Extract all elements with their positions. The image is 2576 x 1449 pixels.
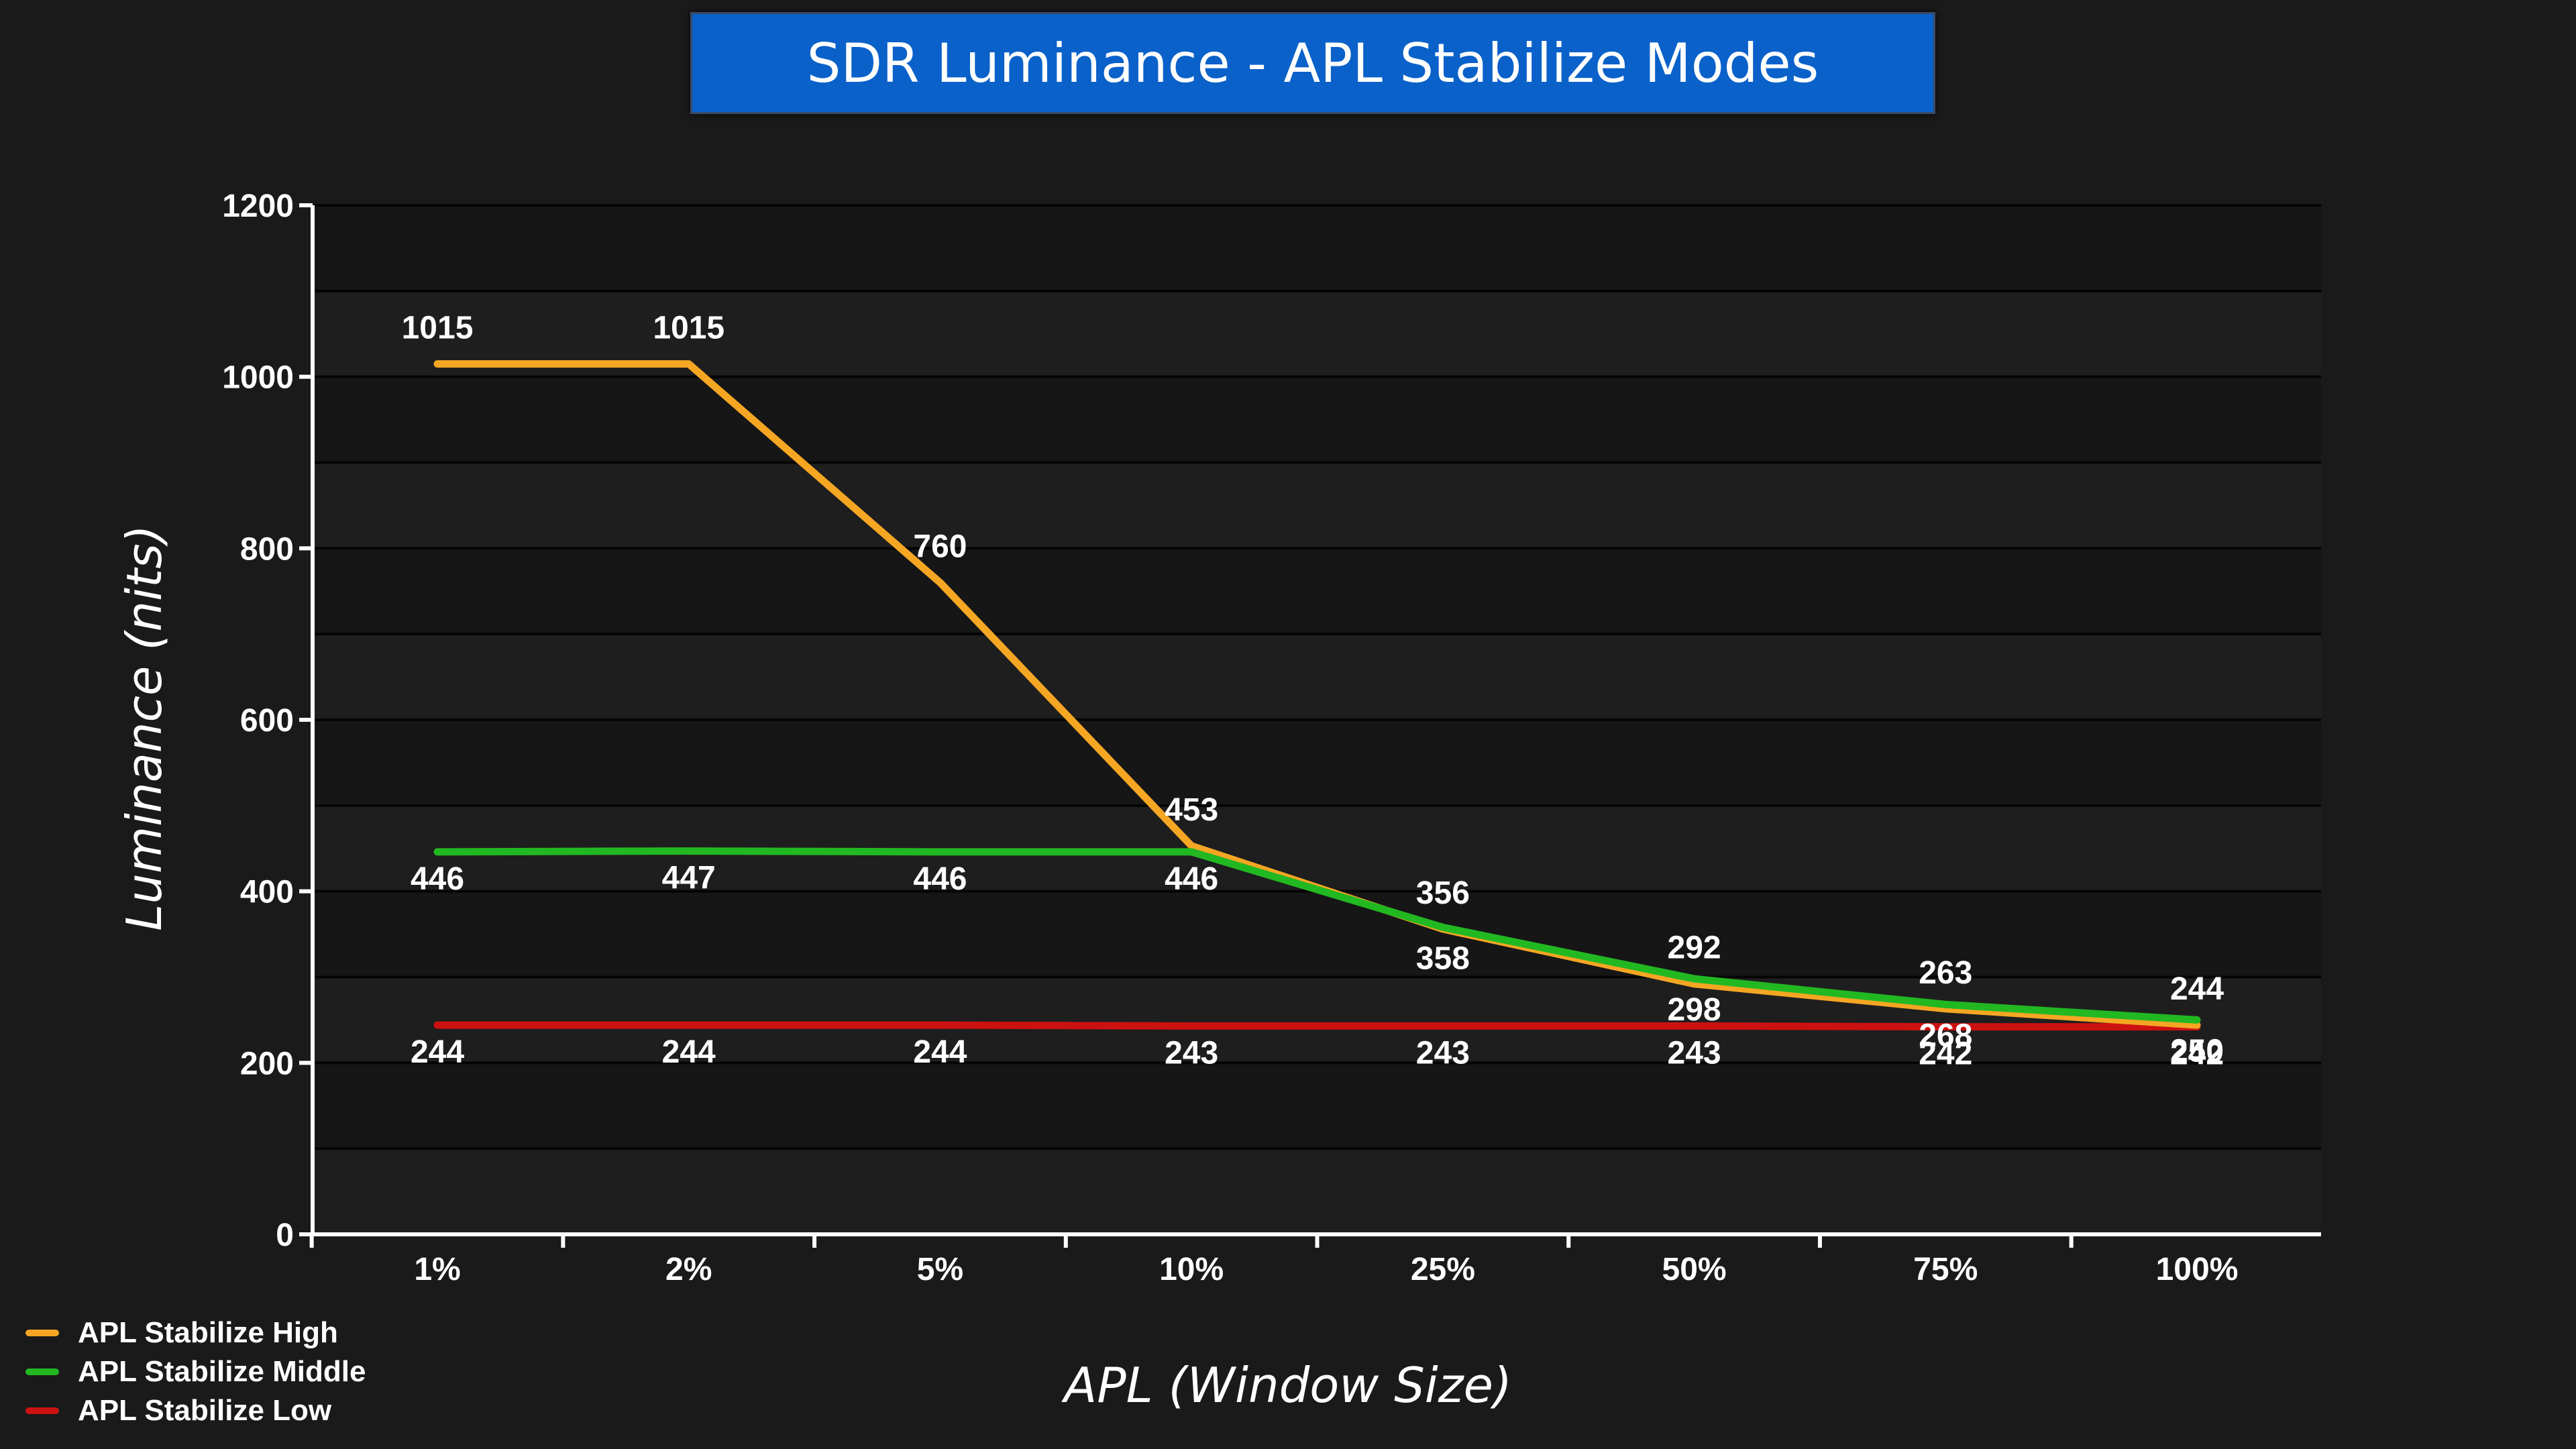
x-tick-label: 75%	[1913, 1252, 1978, 1287]
data-label: 298	[1668, 992, 1721, 1028]
data-label: 242	[1919, 1036, 1972, 1072]
data-label: 244	[411, 1034, 464, 1070]
data-label: 244	[2170, 971, 2224, 1007]
data-label: 244	[662, 1034, 716, 1070]
axes	[299, 203, 2321, 1248]
plot-band	[313, 1148, 2321, 1234]
legend-item-high: APL Stabilize High	[25, 1313, 366, 1352]
y-tick-label: 200	[240, 1046, 294, 1081]
chart-title: SDR Luminance - APL Stabilize Modes	[806, 32, 1819, 95]
data-label: 760	[913, 529, 967, 564]
data-label: 242	[2170, 1036, 2224, 1072]
legend-label-high: APL Stabilize High	[78, 1316, 338, 1349]
x-tick-labels: 1% 2% 5% 10% 25% 50% 75% 100%	[414, 1252, 2238, 1287]
data-label: 447	[662, 861, 716, 896]
legend-swatch-high	[25, 1330, 59, 1336]
plot-band	[313, 1063, 2321, 1149]
x-tick-label: 10%	[1159, 1252, 1224, 1287]
chart-title-box: SDR Luminance - APL Stabilize Modes	[690, 12, 1935, 114]
y-tick-label: 1000	[222, 360, 294, 396]
x-tick-label: 1%	[414, 1252, 460, 1287]
data-label: 1015	[653, 310, 724, 345]
data-label: 263	[1919, 955, 1972, 991]
x-tick-label: 50%	[1662, 1252, 1727, 1287]
data-label: 250	[2170, 1033, 2224, 1069]
x-tick-label: 25%	[1411, 1252, 1475, 1287]
data-label: 446	[411, 861, 464, 897]
legend-swatch-low	[25, 1407, 59, 1414]
plot-band	[313, 720, 2321, 806]
data-label: 244	[913, 1034, 967, 1070]
data-label: 453	[1165, 792, 1218, 828]
y-tick-label: 800	[240, 531, 294, 567]
plot-band	[313, 548, 2321, 635]
data-label: 292	[1668, 930, 1721, 966]
series-lines	[433, 360, 2201, 1031]
data-label: 446	[1165, 861, 1218, 897]
data-label: 358	[1416, 941, 1470, 976]
data-labels: 1015 1015 760 453 356 292 263 244 446 447 446 446 35…	[402, 310, 2224, 1071]
y-tick-label: 1200	[222, 189, 294, 224]
y-tick-label: 0	[276, 1218, 294, 1253]
data-label: 243	[1668, 1035, 1721, 1071]
x-tick-label: 5%	[917, 1252, 963, 1287]
plot-band	[313, 634, 2321, 720]
data-label: 446	[913, 861, 967, 897]
legend: APL Stabilize High APL Stabilize Middle …	[25, 1313, 366, 1430]
plot-band	[313, 205, 2321, 291]
x-tick-label: 2%	[665, 1252, 712, 1287]
y-tick-label: 400	[240, 875, 294, 910]
data-label: 268	[1919, 1018, 1972, 1053]
x-tick-label: 100%	[2156, 1252, 2239, 1287]
data-label: 243	[1416, 1035, 1470, 1071]
legend-item-middle: APL Stabilize Middle	[25, 1352, 366, 1391]
data-label: 243	[1165, 1035, 1218, 1071]
x-axis-title: APL (Window Size)	[1061, 1357, 1512, 1413]
legend-label-low: APL Stabilize Low	[78, 1394, 332, 1427]
y-axis-title: Luminance (nits)	[116, 525, 172, 931]
data-label: 356	[1416, 875, 1470, 911]
y-tick-labels: 0 200 400 600 800 1000 1200	[222, 189, 294, 1253]
series-line-2	[433, 1021, 2201, 1031]
series-line-1	[433, 847, 2201, 1024]
plot-bands	[313, 205, 2321, 1234]
plot-band	[313, 891, 2321, 977]
plot-band	[313, 462, 2321, 549]
y-tick-label: 600	[240, 703, 294, 739]
legend-swatch-middle	[25, 1368, 59, 1375]
data-label: 1015	[402, 310, 474, 345]
plot-band	[313, 977, 2321, 1063]
legend-item-low: APL Stabilize Low	[25, 1391, 366, 1430]
plot-band	[313, 376, 2321, 463]
legend-label-middle: APL Stabilize Middle	[78, 1355, 366, 1388]
